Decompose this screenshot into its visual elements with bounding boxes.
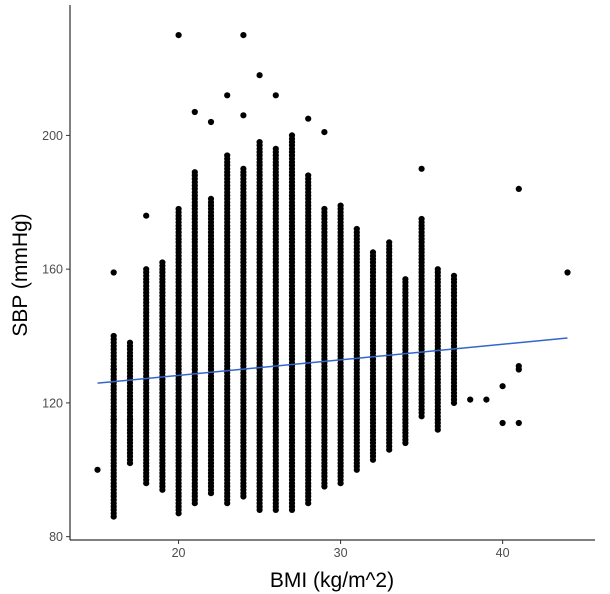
data-point [191, 108, 198, 116]
data-point [240, 112, 247, 119]
data-point [256, 72, 263, 79]
data-point [110, 332, 117, 340]
data-point [402, 276, 409, 283]
data-point [337, 202, 344, 209]
data-point [175, 31, 182, 39]
data-point [483, 396, 490, 403]
data-point [175, 205, 182, 213]
data-point [191, 169, 198, 176]
data-point [224, 152, 231, 159]
x-axis-ticks: 20 30 40 [172, 540, 510, 560]
data-points [94, 31, 571, 520]
data-point [272, 92, 279, 99]
x-axis-title: BMI (kg/m^2) [270, 569, 394, 592]
x-tick-label: 30 [334, 546, 348, 560]
data-point [288, 132, 296, 139]
data-point [240, 31, 247, 39]
x-tick-label: 40 [496, 546, 510, 560]
data-point [143, 266, 150, 273]
y-tick-label: 160 [42, 263, 63, 277]
data-point [418, 165, 425, 172]
data-point [321, 129, 328, 136]
data-point [305, 115, 312, 122]
trend-line [97, 337, 568, 384]
data-point [321, 205, 328, 213]
data-point [386, 239, 393, 246]
data-point [159, 259, 166, 266]
data-point [499, 383, 506, 390]
data-point [110, 269, 117, 276]
data-point [353, 225, 360, 233]
data-point [110, 366, 117, 373]
data-point [224, 92, 231, 99]
data-point [450, 272, 458, 279]
data-point [94, 466, 101, 473]
y-axis-title: SBP (mmHg) [9, 213, 32, 336]
data-point [515, 185, 522, 192]
data-point [564, 269, 571, 276]
data-point [240, 165, 247, 172]
y-tick-label: 200 [42, 129, 63, 143]
data-point [418, 215, 425, 223]
data-point [110, 416, 117, 423]
data-point [467, 396, 474, 403]
data-point [207, 195, 215, 202]
data-point [207, 118, 215, 126]
data-point [499, 419, 506, 427]
data-point [515, 366, 522, 373]
data-point [272, 145, 279, 152]
y-axis-ticks: 80 120 160 200 [42, 129, 70, 544]
data-point [143, 212, 150, 219]
x-tick-label: 20 [172, 546, 186, 560]
data-point [434, 266, 441, 273]
y-tick-label: 120 [42, 396, 63, 410]
data-point [515, 419, 522, 427]
data-point [305, 172, 312, 179]
data-point [256, 139, 263, 146]
y-tick-label: 80 [49, 530, 63, 544]
data-point [126, 339, 134, 346]
data-point [369, 249, 377, 256]
data-point [126, 416, 134, 423]
plot-area [94, 31, 571, 520]
